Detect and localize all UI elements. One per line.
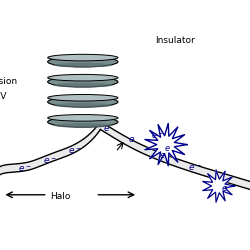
Ellipse shape <box>53 64 112 68</box>
Polygon shape <box>100 122 250 190</box>
Ellipse shape <box>48 55 117 62</box>
Text: $e^-$: $e^-$ <box>68 146 81 156</box>
Text: $e^-$: $e^-$ <box>188 162 201 172</box>
Ellipse shape <box>48 75 117 82</box>
Polygon shape <box>202 170 234 202</box>
Polygon shape <box>144 124 186 166</box>
Text: $e$: $e$ <box>102 123 110 132</box>
Polygon shape <box>0 122 100 175</box>
Ellipse shape <box>48 97 117 108</box>
Ellipse shape <box>48 95 117 102</box>
Text: ssion: ssion <box>0 77 18 86</box>
Ellipse shape <box>48 77 117 88</box>
Ellipse shape <box>48 117 117 128</box>
Text: Halo: Halo <box>50 191 70 200</box>
Text: $e$: $e$ <box>220 183 227 192</box>
Text: $e$: $e$ <box>164 143 170 152</box>
Text: $e$: $e$ <box>159 150 166 160</box>
Ellipse shape <box>53 84 112 88</box>
Text: Insulator: Insulator <box>155 36 194 44</box>
Text: IIV: IIV <box>0 92 6 101</box>
Text: $e^-$: $e^-$ <box>42 156 56 166</box>
Text: $e^-$: $e^-$ <box>18 164 31 173</box>
Text: $e^-$: $e^-$ <box>150 131 163 141</box>
Ellipse shape <box>48 115 117 122</box>
Ellipse shape <box>53 124 112 128</box>
Ellipse shape <box>53 104 112 108</box>
Text: $e$: $e$ <box>128 134 134 143</box>
Ellipse shape <box>48 57 117 68</box>
